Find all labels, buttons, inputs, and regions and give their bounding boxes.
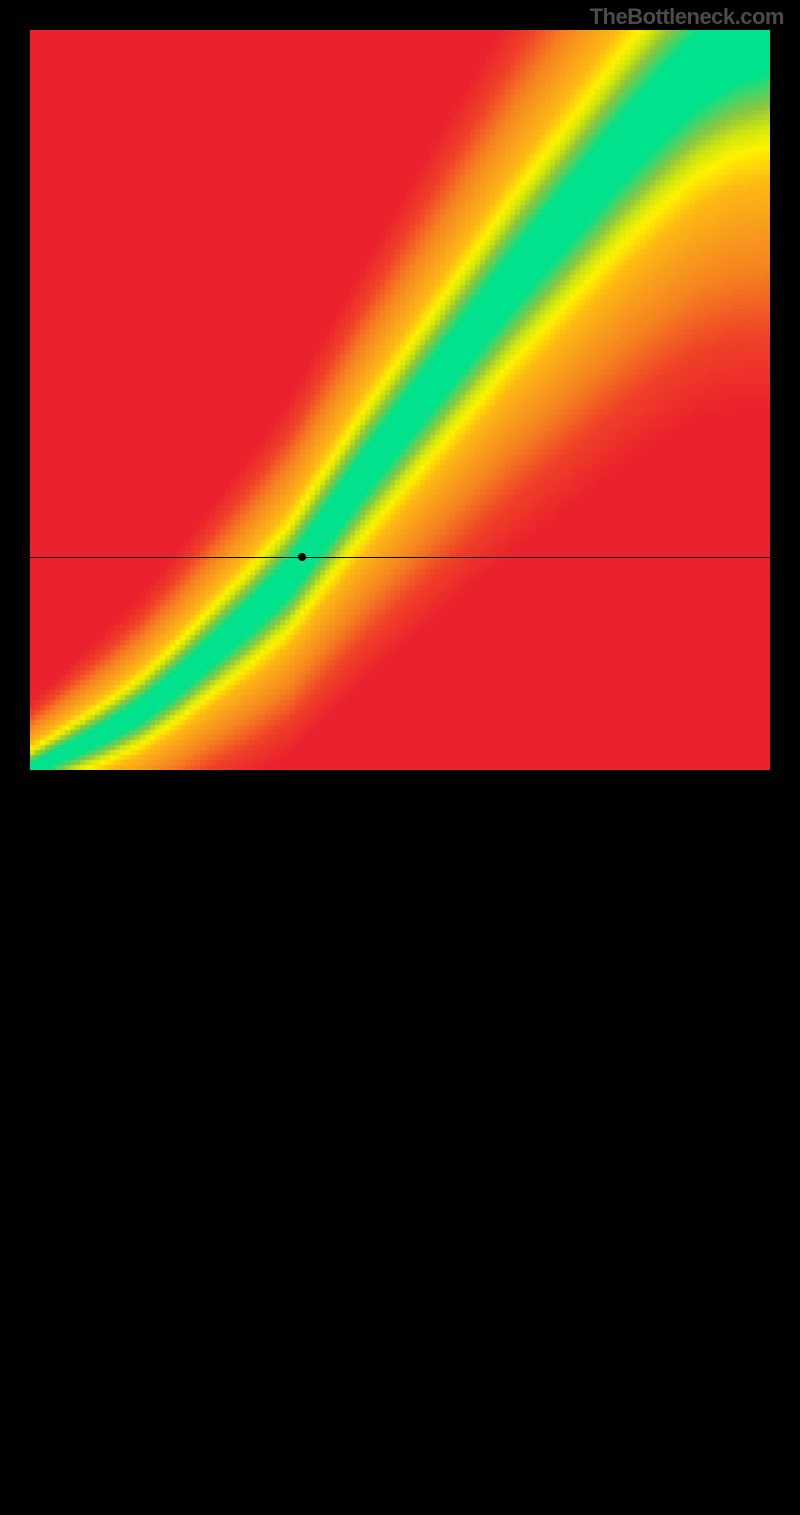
crosshair-horizontal	[30, 557, 770, 558]
bottleneck-heatmap	[30, 30, 770, 770]
chart-container: TheBottleneck.com	[0, 0, 800, 800]
crosshair-point	[298, 553, 306, 561]
watermark-text: TheBottleneck.com	[590, 4, 784, 30]
crosshair-vertical	[302, 775, 303, 1515]
heatmap-canvas	[30, 30, 770, 770]
